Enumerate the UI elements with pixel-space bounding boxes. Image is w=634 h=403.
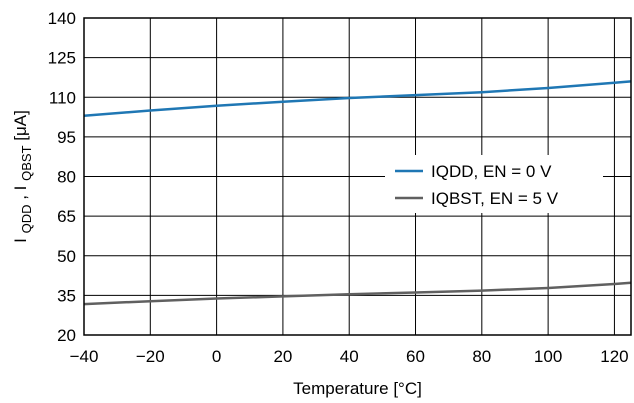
legend: IQDD, EN = 0 V IQBST, EN = 5 V: [385, 155, 603, 213]
series-lines: [83, 80, 632, 306]
y-axis-title-prefix: I: [11, 238, 30, 243]
y-tick-label: 95: [57, 128, 76, 147]
legend-label: IQDD, EN = 0 V: [431, 162, 552, 181]
y-axis-title-unit: [μA]: [11, 110, 30, 141]
y-axis-ticks: 20 35 50 65 80 95 110 125 140: [48, 9, 76, 345]
legend-label: IQBST, EN = 5 V: [431, 189, 559, 208]
y-axis-title-sub1: QDD: [19, 205, 34, 234]
x-tick-label: 120: [600, 347, 628, 366]
y-axis-title-sub2: QBST: [19, 145, 34, 180]
x-axis-ticks: −40 −20 0 20 40 60 80 100 120: [70, 347, 629, 366]
x-tick-label: 20: [273, 347, 292, 366]
series-line: [83, 80, 632, 117]
y-tick-label: 20: [57, 326, 76, 345]
y-tick-label: 65: [57, 207, 76, 226]
y-tick-label: 80: [57, 168, 76, 187]
x-tick-label: 60: [406, 347, 425, 366]
x-tick-label: 0: [212, 347, 221, 366]
x-tick-label: 100: [534, 347, 562, 366]
legend-background: [385, 155, 603, 213]
x-tick-label: 40: [340, 347, 359, 366]
x-tick-label: −20: [136, 347, 165, 366]
y-tick-label: 125: [48, 49, 76, 68]
y-tick-label: 50: [57, 247, 76, 266]
y-tick-label: 140: [48, 9, 76, 28]
plot-frame: [83, 17, 632, 336]
y-tick-label: 35: [57, 286, 76, 305]
series-line: [83, 281, 632, 306]
y-axis-title-sep: , I: [11, 186, 30, 200]
y-tick-label: 110: [49, 88, 76, 107]
x-tick-label: −40: [70, 347, 99, 366]
x-tick-label: 80: [472, 347, 491, 366]
x-axis-title: Temperature [°C]: [293, 379, 422, 398]
y-axis-title: I QDD , I QBST [μA]: [11, 110, 35, 243]
